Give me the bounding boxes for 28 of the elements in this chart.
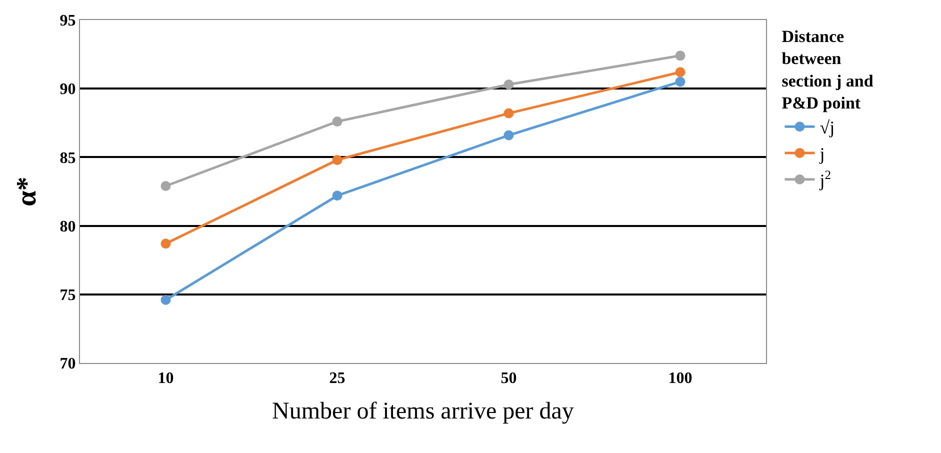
legend-title: Distance between section j and P&D point (782, 27, 874, 112)
y-tick-label: 75 (60, 287, 76, 304)
y-tick-label: 95 (60, 12, 76, 30)
x-tick-label: 100 (668, 370, 692, 388)
y-tick-label: 90 (60, 81, 76, 98)
point (160, 181, 171, 192)
legend-label: j (818, 144, 825, 164)
x-axis-title: Number of items arrive per day (272, 398, 574, 424)
point (160, 294, 171, 305)
y-tick-label: 70 (60, 356, 76, 373)
point (675, 50, 686, 61)
y-tick-label: 80 (60, 218, 76, 236)
y-tick-label: 85 (60, 150, 76, 167)
point (160, 238, 171, 249)
point (675, 76, 686, 87)
point (504, 79, 514, 90)
x-tick-label: 10 (158, 370, 174, 388)
x-tick-label: 50 (500, 370, 517, 388)
point (332, 190, 342, 201)
point (675, 67, 686, 78)
legend-label: √j (820, 118, 835, 138)
point (332, 116, 342, 127)
y-axis-title: α* (12, 176, 42, 206)
x-tick-label: 25 (329, 370, 346, 388)
point (504, 130, 514, 140)
point (332, 154, 342, 165)
point (504, 108, 514, 118)
legend-label: j$^{2}$ (818, 168, 832, 190)
